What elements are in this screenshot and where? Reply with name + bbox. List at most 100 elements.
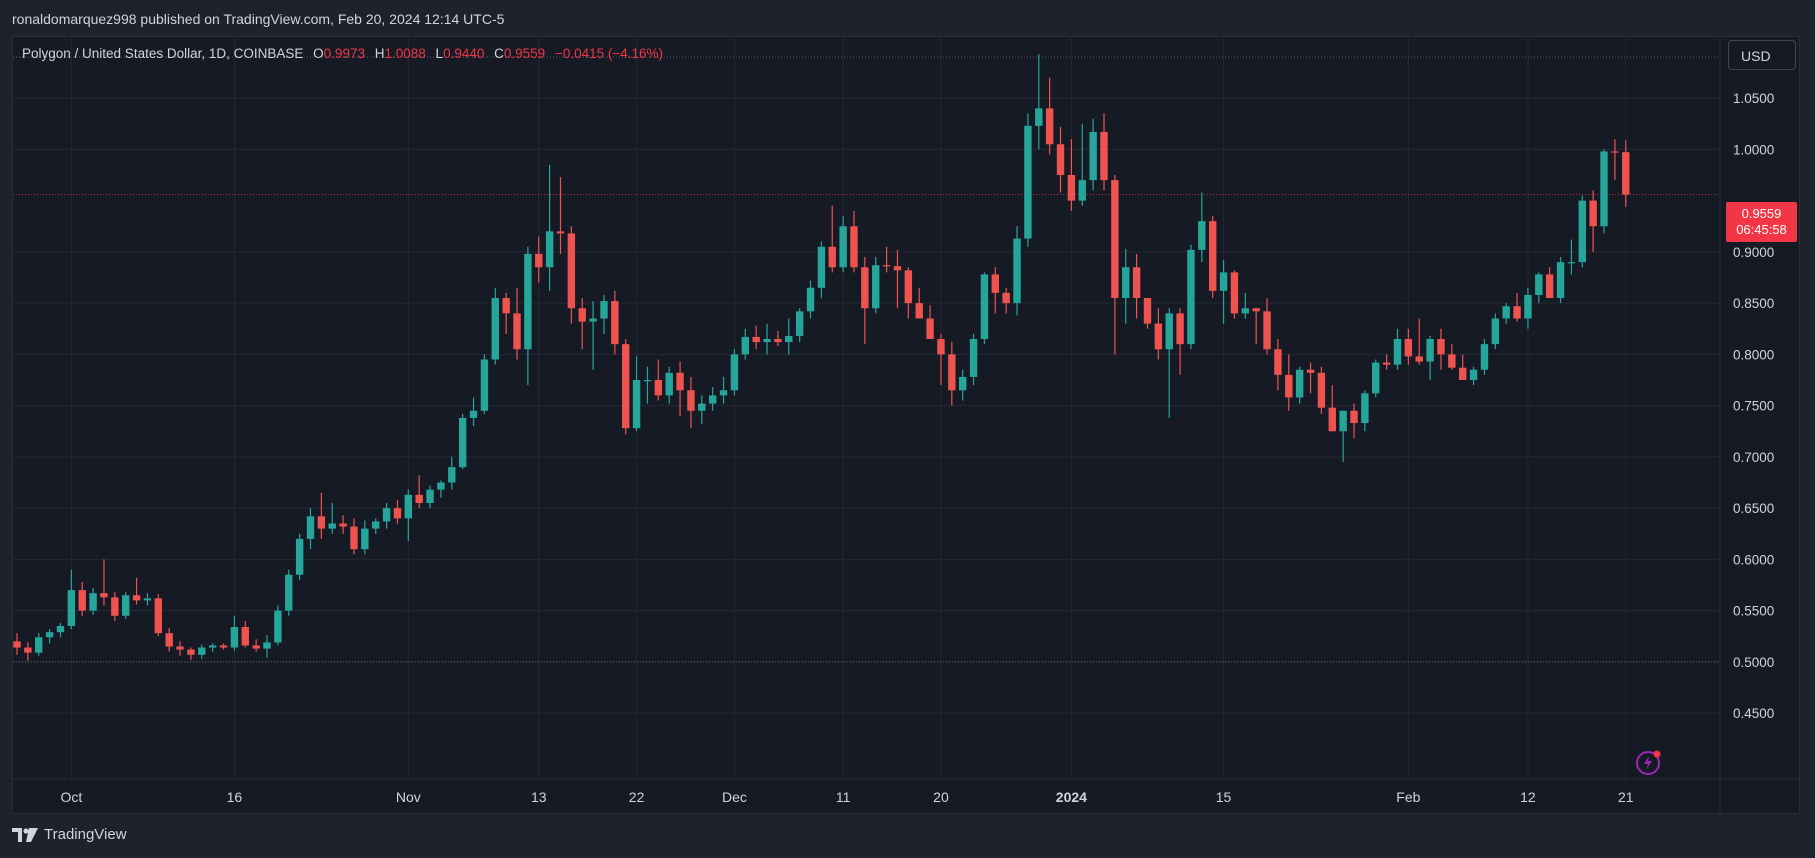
x-tick-label: 16 — [227, 789, 243, 805]
candle-body — [56, 626, 65, 633]
candle-body — [1241, 308, 1250, 314]
candle-body — [1295, 369, 1304, 398]
candle-body — [176, 646, 184, 650]
candle-body — [491, 298, 499, 360]
candle-body — [861, 267, 869, 309]
candle-body — [13, 641, 21, 648]
candle-body — [502, 298, 510, 314]
candle-body — [1002, 292, 1010, 304]
footer-brand-name: TradingView — [44, 826, 127, 843]
candle-body — [122, 595, 130, 616]
candle-body — [132, 595, 141, 601]
candle-body — [393, 508, 402, 519]
currency-button[interactable]: USD — [1728, 40, 1796, 70]
candle-body — [817, 246, 826, 288]
candle-body — [1535, 274, 1543, 295]
candle-body — [839, 226, 847, 268]
candle-body — [1448, 354, 1456, 368]
x-tick-label: Oct — [60, 789, 82, 805]
grid-lines — [13, 37, 1720, 779]
candle-body — [1198, 221, 1206, 250]
candle-body — [611, 301, 619, 345]
candle-body — [45, 632, 54, 638]
candle-body — [198, 647, 206, 655]
candle-body — [687, 390, 695, 411]
lightning-icon[interactable] — [1634, 748, 1664, 778]
candle-body — [1382, 362, 1391, 365]
candle-body — [741, 336, 749, 355]
candle-body — [589, 318, 597, 322]
candle-body — [643, 380, 652, 382]
y-tick-label: 0.4500 — [1733, 706, 1774, 721]
candle-body — [165, 633, 173, 647]
x-tick-label: Nov — [396, 789, 421, 805]
candle-body — [1219, 272, 1228, 291]
close-label: C — [494, 46, 504, 61]
candle-body — [1274, 349, 1282, 375]
candle-body — [1122, 267, 1130, 298]
candle-body — [1100, 131, 1108, 181]
x-tick-label: 11 — [836, 789, 851, 805]
chart-frame[interactable] — [12, 36, 1800, 814]
candle-body — [513, 313, 521, 350]
candle-body — [1306, 369, 1315, 373]
candle-body — [458, 417, 467, 468]
candle-body — [1143, 298, 1152, 324]
candle-body — [480, 359, 489, 411]
candle-body — [372, 521, 380, 529]
candle-body — [828, 246, 836, 268]
candle-body — [1491, 318, 1500, 345]
candle-body — [1556, 262, 1565, 298]
candle-body — [719, 390, 728, 396]
footer-brand[interactable]: TradingView — [12, 826, 127, 843]
candle-body — [111, 597, 119, 616]
candle-body — [763, 339, 771, 343]
low-value: 0.9440 — [443, 46, 485, 61]
candle-body — [100, 593, 108, 598]
candle-body — [1459, 367, 1467, 380]
y-tick-label: 0.8500 — [1733, 296, 1774, 311]
candle-body — [958, 376, 967, 391]
candle-body — [1089, 131, 1097, 181]
candle-body — [1372, 362, 1380, 394]
candle-body — [654, 380, 663, 396]
x-tick-label: 22 — [629, 789, 645, 805]
candle-body — [567, 233, 576, 309]
open-label: O — [313, 46, 324, 61]
x-tick-label: Dec — [722, 789, 747, 805]
candle-body — [404, 494, 413, 519]
candle-body — [1469, 369, 1478, 380]
candle-body — [1339, 410, 1347, 432]
candle-body — [524, 253, 532, 350]
candle-body — [948, 354, 956, 391]
candle-body — [230, 627, 239, 648]
candle-body — [78, 590, 86, 611]
candle-body — [622, 344, 630, 429]
candle-body — [1078, 180, 1086, 201]
candle-body — [1317, 372, 1326, 408]
candle-body — [24, 647, 32, 653]
candle-body — [1502, 306, 1510, 319]
last-price-value: 0.9559 — [1741, 206, 1782, 221]
candle-body — [382, 508, 391, 522]
candle-body — [1165, 313, 1173, 350]
candle-body — [143, 598, 152, 601]
candle-body — [1187, 249, 1195, 345]
candle-body — [1578, 200, 1586, 263]
candle-body — [1285, 374, 1293, 398]
candle-body — [437, 482, 445, 490]
candle-body — [915, 303, 923, 319]
candle-body — [1513, 306, 1521, 319]
candle-body — [1035, 108, 1043, 126]
reference-lines — [13, 56, 1720, 663]
x-tick-label: 12 — [1520, 789, 1536, 805]
candle-body — [89, 593, 97, 611]
candle-body — [285, 574, 293, 611]
candle-body — [1545, 274, 1554, 298]
candle-body — [980, 274, 989, 339]
candle-body — [1328, 407, 1336, 432]
candle-body — [317, 516, 326, 529]
publisher-attribution: ronaldomarquez998 published on TradingVi… — [12, 11, 505, 27]
x-tick-label: 2024 — [1056, 789, 1087, 805]
